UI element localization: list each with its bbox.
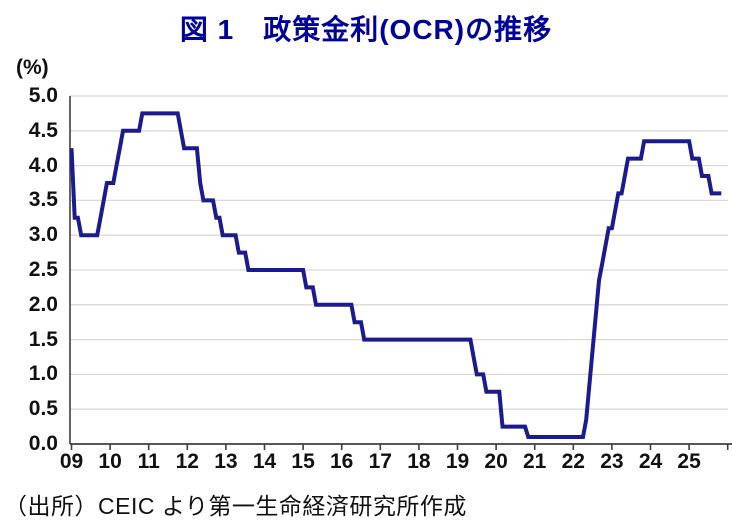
x-axis-tick-label: 22 <box>561 450 585 473</box>
x-axis-tick-label: 17 <box>368 450 392 473</box>
y-axis-unit-label: (%) <box>16 56 49 79</box>
x-axis-tick-label: 25 <box>677 450 701 473</box>
chart-title: 図 1 政策金利(OCR)の推移 <box>179 14 553 45</box>
x-axis-tick-label: 12 <box>175 450 199 473</box>
y-axis-tick-label: 5.0 <box>28 84 58 107</box>
y-axis-tick-label: 1.0 <box>28 362 58 386</box>
y-axis-tick-label: 3.5 <box>28 188 58 212</box>
x-axis-tick-label: 19 <box>445 450 470 473</box>
x-axis-tick-label: 21 <box>523 450 547 473</box>
x-axis-tick-label: 14 <box>252 450 277 473</box>
policy-rate-line <box>69 111 722 439</box>
y-axis-tick-label: 1.5 <box>28 327 58 351</box>
y-axis-tick-label: 4.5 <box>28 118 58 142</box>
x-axis-tick-label: 11 <box>137 450 160 473</box>
x-axis-tick-label: 15 <box>291 450 315 473</box>
y-axis-tick-label: 4.0 <box>28 153 58 177</box>
y-axis-tick-label: 0.5 <box>28 397 58 421</box>
x-axis-tick-label: 13 <box>214 450 238 473</box>
x-axis-tick-label: 24 <box>638 450 663 473</box>
x-axis-tick-label: 10 <box>98 450 122 473</box>
x-axis-tick-label: 20 <box>484 450 508 473</box>
y-axis-tick-label: 3.0 <box>28 223 58 247</box>
y-axis-tick-label: 2.5 <box>28 258 58 281</box>
y-axis-tick-label: 2.0 <box>28 292 58 316</box>
x-axis-tick-label: 16 <box>330 450 354 473</box>
source-note: （出所）CEIC より第一生命経済研究所作成 <box>4 493 467 519</box>
x-axis-tick-label: 23 <box>600 450 624 473</box>
y-axis-tick-label: 0.0 <box>28 432 58 455</box>
x-axis-tick-label: 09 <box>59 450 84 473</box>
x-axis-tick-label: 18 <box>407 450 431 473</box>
